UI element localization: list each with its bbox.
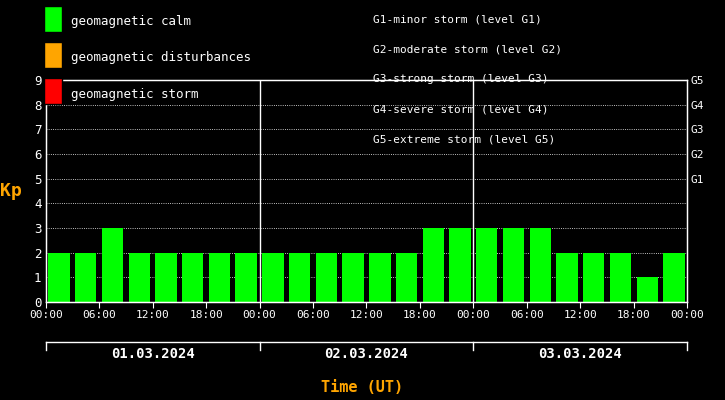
Bar (315, 253, 337, 302)
Bar (342, 253, 364, 302)
Text: G2-moderate storm (level G2): G2-moderate storm (level G2) (373, 44, 563, 54)
Text: Time (UT): Time (UT) (321, 380, 404, 395)
Bar (556, 253, 578, 302)
Bar (637, 277, 658, 302)
Bar (289, 253, 310, 302)
Text: G1-minor storm (level G1): G1-minor storm (level G1) (373, 14, 542, 24)
Text: 02.03.2024: 02.03.2024 (325, 347, 408, 361)
Text: G3-strong storm (level G3): G3-strong storm (level G3) (373, 74, 549, 84)
Bar (102, 228, 123, 302)
Bar (369, 253, 391, 302)
Bar (476, 228, 497, 302)
Bar (583, 253, 605, 302)
Bar (663, 253, 684, 302)
Bar (423, 228, 444, 302)
Bar (182, 253, 204, 302)
Bar (209, 253, 230, 302)
Text: Kp: Kp (0, 182, 21, 200)
Bar (396, 253, 418, 302)
Text: G5-extreme storm (level G5): G5-extreme storm (level G5) (373, 134, 555, 144)
Bar (450, 228, 471, 302)
Bar (529, 228, 551, 302)
Bar (75, 253, 96, 302)
Text: 01.03.2024: 01.03.2024 (111, 347, 194, 361)
Text: G4-severe storm (level G4): G4-severe storm (level G4) (373, 104, 549, 114)
Bar (236, 253, 257, 302)
Bar (128, 253, 150, 302)
Bar (262, 253, 283, 302)
Text: geomagnetic calm: geomagnetic calm (71, 16, 191, 28)
Bar (503, 228, 524, 302)
Bar (155, 253, 177, 302)
Text: geomagnetic storm: geomagnetic storm (71, 88, 199, 100)
Bar (610, 253, 631, 302)
Bar (49, 253, 70, 302)
Text: geomagnetic disturbances: geomagnetic disturbances (71, 52, 251, 64)
Text: 03.03.2024: 03.03.2024 (539, 347, 622, 361)
